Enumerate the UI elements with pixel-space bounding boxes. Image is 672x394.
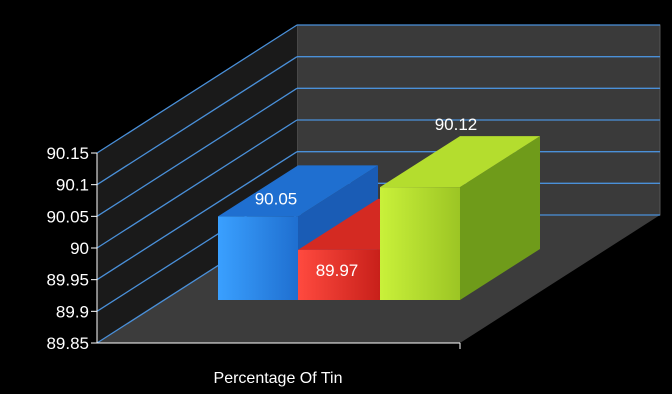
gridline-side <box>96 24 298 154</box>
data-label-0: 90.05 <box>255 189 298 208</box>
data-label-2: 90.12 <box>435 115 478 134</box>
bars <box>218 136 540 300</box>
y-tick-label: 90.1 <box>56 176 89 195</box>
bar-green <box>380 136 540 300</box>
y-tick-label: 90.15 <box>46 144 89 163</box>
x-axis: Percentage Of Tin <box>96 153 461 387</box>
y-tick-label: 90.05 <box>46 207 89 226</box>
gridline-side <box>96 56 298 186</box>
bar-red-front <box>298 249 380 300</box>
y-tick-label: 89.9 <box>56 302 89 321</box>
bar-green-top <box>380 136 540 188</box>
bar-blue-front <box>218 216 298 300</box>
data-label-1: 89.97 <box>316 261 359 280</box>
y-tick-label: 90 <box>70 239 89 258</box>
data-labels: 90.05 89.97 90.12 <box>255 115 478 280</box>
x-category-label: Percentage Of Tin <box>214 370 343 387</box>
gridline-side <box>96 151 298 281</box>
bar-green-front <box>380 187 460 300</box>
gridline-side <box>96 119 298 249</box>
bar-green-side <box>460 136 540 300</box>
gridline-side <box>96 87 298 217</box>
y-tick-label: 89.95 <box>46 271 89 290</box>
y-axis-ticks: 89.85 89.9 89.95 90 90.05 90.1 90.15 <box>46 144 97 353</box>
y-tick-label: 89.85 <box>46 334 89 353</box>
bar-blue-top <box>218 165 378 217</box>
